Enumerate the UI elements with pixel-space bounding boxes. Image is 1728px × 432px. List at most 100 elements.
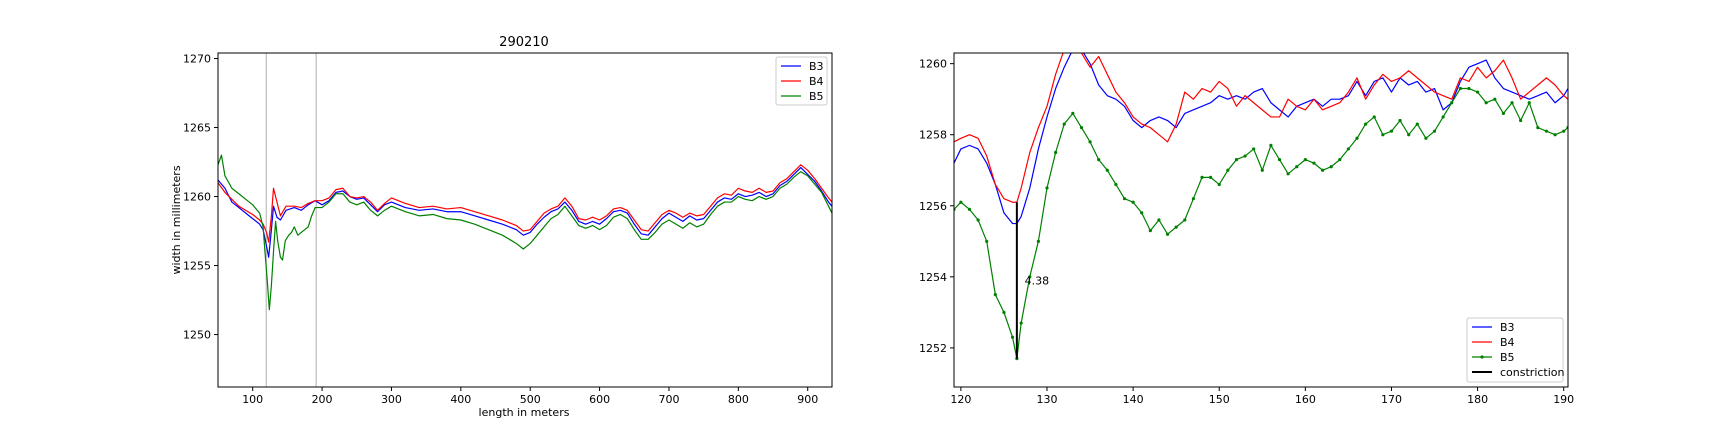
data-point-b5 <box>1054 150 1058 155</box>
data-point-b5 <box>1260 168 1264 172</box>
data-point-b5 <box>1467 86 1471 91</box>
x-tick-label: 100 <box>242 393 263 406</box>
data-point-b5 <box>1320 168 1325 172</box>
y-tick-label: 1252 <box>919 342 947 355</box>
data-point-b5 <box>1510 101 1514 105</box>
data-point-b5 <box>1329 165 1333 169</box>
x-tick-label: 600 <box>589 393 610 406</box>
x-tick-label: 160 <box>1295 393 1316 406</box>
x-tick-label: 180 <box>1467 393 1488 406</box>
data-point-b5 <box>1544 129 1549 133</box>
legend-label-b4: B4 <box>1500 336 1515 349</box>
right-plot-area <box>954 53 1568 361</box>
x-tick-label: 300 <box>381 393 402 406</box>
data-point-b5 <box>1536 126 1540 130</box>
data-point-b5 <box>1475 90 1480 94</box>
data-point-b5 <box>1398 118 1402 123</box>
data-point-b5 <box>1346 147 1351 151</box>
data-point-b5 <box>1269 143 1273 147</box>
y-tick-label: 1265 <box>183 122 211 135</box>
data-point-b5 <box>1441 115 1445 119</box>
data-point-b5 <box>1165 232 1170 236</box>
left-legend: B3 B4 B5 <box>775 56 828 106</box>
series-line-b5 <box>218 154 832 311</box>
right-axis-ticks: 120 130 140 150 160 170 180 190 1252 1254 1256 1258… <box>919 58 1574 406</box>
legend-marker-b5 <box>1480 355 1484 359</box>
legend-label-b3: B3 <box>809 60 824 73</box>
data-point-b5 <box>1243 154 1247 158</box>
x-tick-label: 150 <box>1209 393 1230 406</box>
data-point-b5 <box>1200 175 1204 179</box>
data-point-b5 <box>1157 218 1161 222</box>
data-point-b5 <box>1277 157 1282 162</box>
data-point-b5 <box>1183 218 1187 222</box>
data-point-b5 <box>993 293 997 297</box>
data-point-b5 <box>1148 229 1152 233</box>
y-tick-label: 1250 <box>183 329 211 342</box>
x-tick-label: 800 <box>728 393 749 406</box>
data-point-b5 <box>985 239 989 243</box>
data-point-b5 <box>1002 310 1006 314</box>
data-point-b5 <box>1217 182 1221 187</box>
data-point-b5 <box>976 218 980 222</box>
left-plot-frame <box>217 52 833 388</box>
y-axis-label: width in millimeters <box>170 165 183 274</box>
data-point-b5 <box>1372 115 1376 119</box>
data-point-b5 <box>1105 168 1109 172</box>
left-axis-ticks: 100 200 300 400 500 600 700 800 900 1250 1255 1260 1… <box>183 53 818 406</box>
series-line-b3 <box>218 166 832 258</box>
data-point-b5 <box>1140 211 1144 215</box>
legend-label-b5: B5 <box>809 90 824 103</box>
data-point-b5 <box>1114 182 1118 187</box>
series-line-b3 <box>954 53 1568 225</box>
data-point-b5 <box>1174 225 1178 229</box>
y-tick-label: 1260 <box>919 58 947 71</box>
data-point-b5 <box>1010 335 1015 339</box>
y-tick-label: 1260 <box>183 191 211 204</box>
data-point-b5 <box>1493 97 1497 101</box>
data-point-b5 <box>1415 122 1419 126</box>
data-point-b5 <box>1527 101 1531 105</box>
y-tick-label: 1256 <box>919 200 947 213</box>
data-point-b5 <box>1286 172 1290 176</box>
data-point-b5 <box>1097 157 1101 162</box>
data-point-b5 <box>1122 197 1127 201</box>
data-point-b5 <box>1295 165 1299 169</box>
data-point-b5 <box>1389 129 1394 133</box>
right-plot-frame <box>953 52 1569 388</box>
data-point-b5 <box>967 207 972 211</box>
data-point-b5 <box>1553 133 1557 137</box>
data-point-b5 <box>1234 157 1239 162</box>
x-tick-label: 200 <box>312 393 333 406</box>
data-point-b5 <box>1303 157 1307 162</box>
legend-label-constriction: constriction <box>1500 366 1565 379</box>
y-tick-label: 1270 <box>183 53 211 66</box>
legend-label-b4: B4 <box>809 75 824 88</box>
x-tick-label: 500 <box>520 393 541 406</box>
left-chart-panel: 290210 100 200 300 400 500 600 700 800 900 1250 12… <box>170 35 833 419</box>
data-point-b5 <box>1484 101 1488 105</box>
x-tick-label: 120 <box>950 393 971 406</box>
data-point-b5 <box>1458 86 1462 91</box>
x-axis-label: length in meters <box>479 406 570 419</box>
legend-label-b5: B5 <box>1500 351 1515 364</box>
right-chart-panel: 120 130 140 150 160 170 180 190 1252 1254 1256 1258… <box>919 52 1574 406</box>
legend-label-b3: B3 <box>1500 321 1515 334</box>
data-point-b5 <box>1562 129 1566 133</box>
data-point-b5 <box>1432 129 1437 133</box>
x-tick-label: 400 <box>450 393 471 406</box>
data-point-b5 <box>1131 200 1135 204</box>
x-tick-label: 900 <box>797 393 818 406</box>
y-tick-label: 1258 <box>919 129 947 142</box>
x-tick-label: 140 <box>1123 393 1144 406</box>
data-point-b5 <box>1501 111 1506 116</box>
x-tick-label: 190 <box>1553 393 1574 406</box>
data-point-b5 <box>1088 140 1092 144</box>
right-legend-box <box>1466 317 1564 383</box>
x-tick-label: 130 <box>1037 393 1058 406</box>
data-point-b5 <box>1019 321 1023 325</box>
data-point-b5 <box>1381 133 1385 137</box>
data-point-b5 <box>1450 101 1454 105</box>
